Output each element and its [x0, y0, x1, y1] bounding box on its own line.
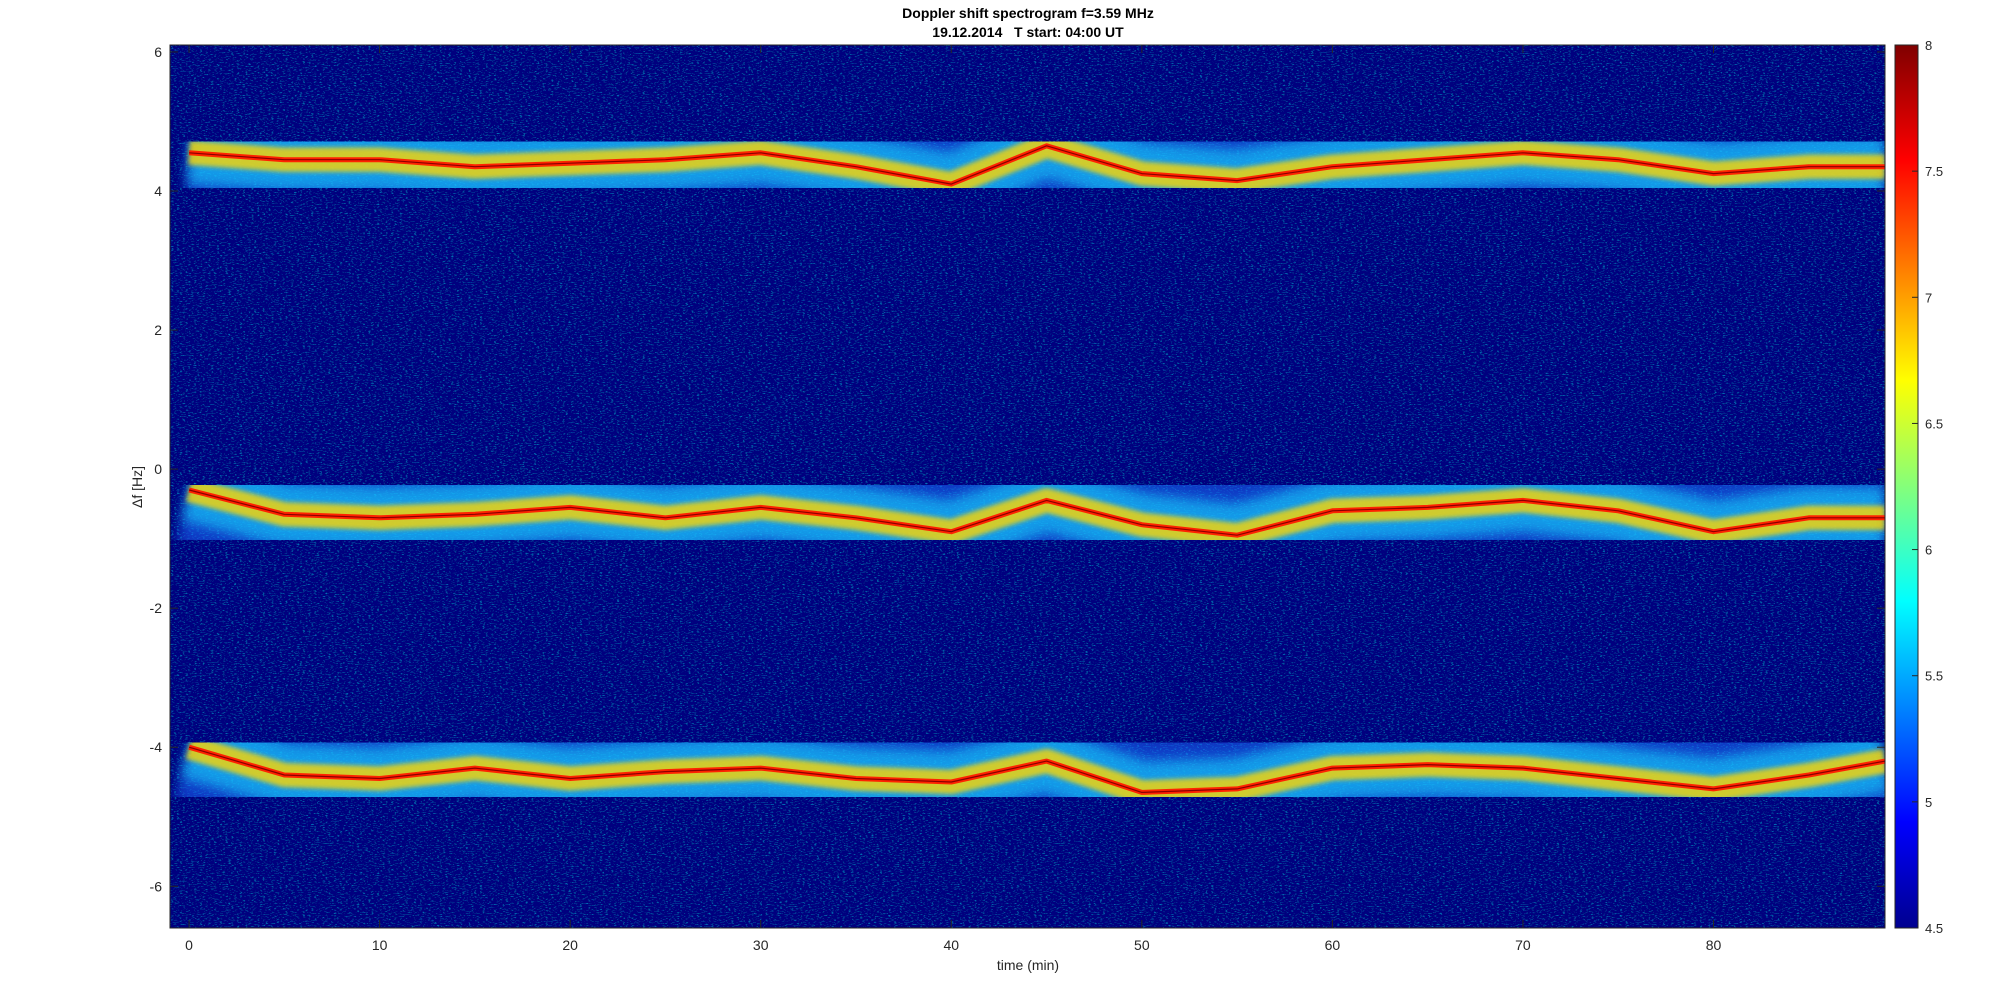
- x-tick-label: 30: [753, 937, 769, 953]
- x-tick-label: 60: [1325, 937, 1341, 953]
- doppler-bands: [173, 90, 1885, 849]
- y-tick-label: 0: [154, 461, 162, 477]
- x-tick-label: 70: [1515, 937, 1531, 953]
- chart-title: Doppler shift spectrogram f=3.59 MHz: [902, 5, 1154, 21]
- x-tick-label: 20: [562, 937, 578, 953]
- colorbar-tick-label: 6: [1925, 543, 1932, 558]
- colorbar-tick-label: 6.5: [1925, 416, 1943, 431]
- doppler-trace-1: [185, 90, 1885, 240]
- y-tick-label: 4: [154, 183, 162, 199]
- y-tick-label: -6: [150, 878, 163, 894]
- colorbar-tick-label: 5: [1925, 795, 1932, 810]
- x-tick-label: 50: [1134, 937, 1150, 953]
- y-tick-label: -4: [150, 739, 163, 755]
- doppler-trace-2: [175, 436, 1885, 591]
- colorbar-tick-label: 4.5: [1925, 921, 1943, 936]
- trace-center-line: [189, 145, 1885, 185]
- colorbar: 8 7.5 7 6.5 6 5.5 5 4.5: [1894, 38, 1943, 936]
- colorbar-gradient: [1894, 44, 1919, 929]
- y-tick-label: -2: [150, 600, 163, 616]
- colorbar-tick-label: 7.5: [1925, 164, 1943, 179]
- trace-center-line: [188, 746, 1885, 793]
- y-axis-label: Δf [Hz]: [129, 466, 145, 508]
- x-tick-label: 40: [943, 937, 959, 953]
- colorbar-ticks: 8 7.5 7 6.5 6 5.5 5 4.5: [1912, 38, 1943, 936]
- x-tick-label: 10: [372, 937, 388, 953]
- plot-area: [169, 44, 1886, 929]
- x-axis-label: time (min): [997, 957, 1059, 973]
- colorbar-tick-label: 5.5: [1925, 669, 1943, 684]
- x-tick-label: 0: [185, 937, 193, 953]
- doppler-trace-3: [173, 693, 1885, 849]
- plot-frame: [169, 44, 1886, 929]
- y-tick-label: 6: [154, 44, 162, 60]
- x-axis: 0 10 20 30 40 50 60 70 80: [185, 45, 1721, 953]
- y-tick-label: 2: [154, 322, 162, 338]
- colorbar-tick-label: 7: [1925, 290, 1932, 305]
- x-tick-label: 80: [1706, 937, 1722, 953]
- trace-center-line: [188, 489, 1885, 536]
- colorbar-tick-label: 8: [1925, 38, 1932, 53]
- chart-subtitle: 19.12.2014 T start: 04:00 UT: [932, 24, 1124, 40]
- y-axis: 6 4 2 0 -2 -4 -6: [150, 44, 1885, 894]
